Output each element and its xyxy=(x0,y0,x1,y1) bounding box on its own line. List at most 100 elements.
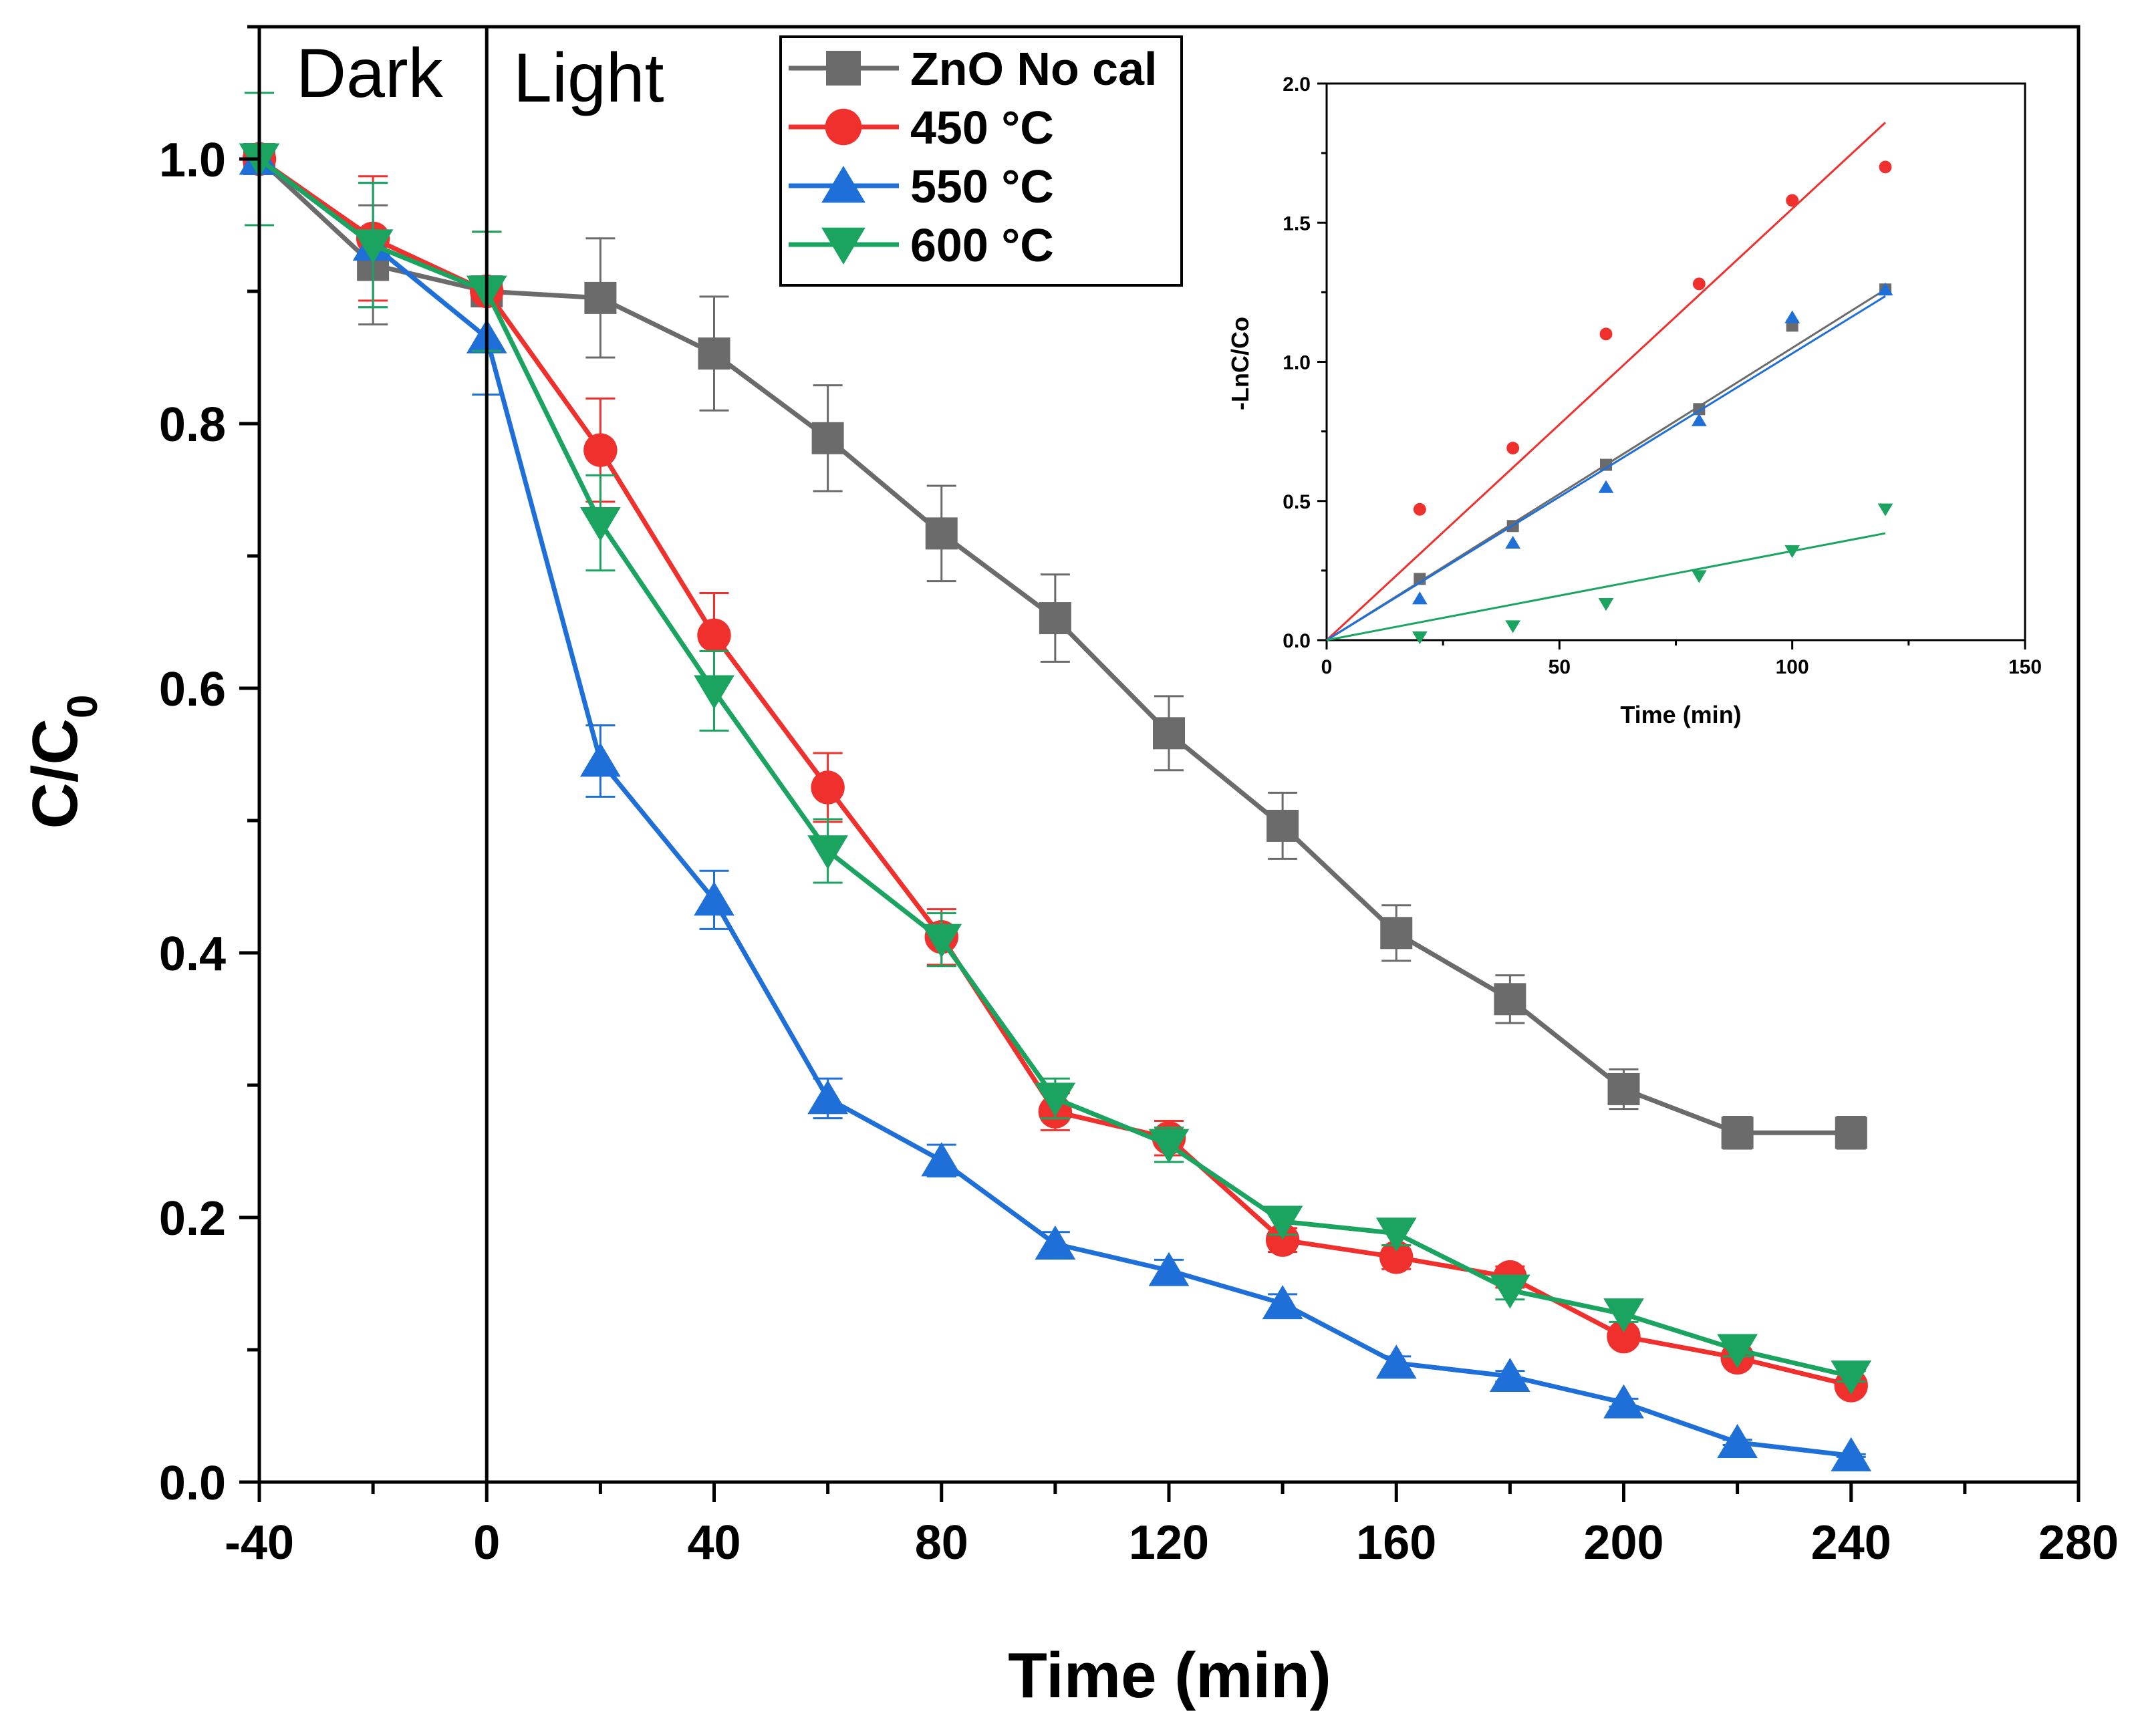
legend-marker xyxy=(821,227,865,265)
main-y-axis-title-main: C/C xyxy=(19,718,91,829)
data-point xyxy=(807,835,848,870)
data-point xyxy=(1607,1072,1640,1105)
inset-x-tick-label: 150 xyxy=(2008,656,2042,678)
data-point xyxy=(1835,1117,1867,1149)
inset-y-tick-label: 2.0 xyxy=(1283,74,1311,96)
inset-data-point xyxy=(1505,620,1521,633)
data-point xyxy=(1721,1117,1754,1149)
data-point xyxy=(925,517,958,550)
fit-line xyxy=(1325,122,1887,641)
data-point xyxy=(1607,1320,1641,1354)
dark-region-label: Dark xyxy=(296,35,444,112)
data-point xyxy=(1379,1240,1414,1274)
main-x-tick-label: 40 xyxy=(687,1516,741,1570)
legend: ZnO No cal 450 °C 550 °C 600 °C xyxy=(779,35,1183,287)
main-y-tick-label: 1.0 xyxy=(159,134,226,187)
inset-plot: 0 50 100 150 0.0 0.5 1.0 1.5 2.0 Time (min) -LnC… xyxy=(1226,74,2042,728)
data-point xyxy=(811,770,845,805)
data-point xyxy=(1717,1424,1758,1459)
main-x-tick-label: 240 xyxy=(1811,1516,1891,1570)
data-point xyxy=(1375,1217,1417,1252)
inset-x-axis-title: Time (min) xyxy=(1620,701,1741,728)
data-point xyxy=(1603,1298,1644,1333)
inset-data-point xyxy=(1691,413,1707,426)
data-point xyxy=(1380,917,1413,950)
main-x-tick-label: 120 xyxy=(1129,1516,1209,1570)
inset-data-point xyxy=(1599,327,1613,341)
data-point xyxy=(1490,1274,1530,1309)
inset-data-point xyxy=(1506,442,1520,455)
main-x-axis-title: Time (min) xyxy=(1008,1640,1331,1711)
data-point xyxy=(921,1142,962,1177)
legend-item: 450 °C xyxy=(789,102,1054,154)
main-y-axis-title: C/C0 xyxy=(19,695,106,829)
inset-y-tick-label: 0.0 xyxy=(1283,630,1311,652)
data-point xyxy=(352,229,394,264)
inset-data-point xyxy=(1598,598,1614,611)
main-plot: -40 0 40 80 120 160 200 240 280 0.0 0.2 0.4 0.6 0.8 1.… xyxy=(19,25,2119,1711)
data-point xyxy=(1265,1223,1300,1257)
data-point xyxy=(698,337,730,370)
data-point xyxy=(1262,1205,1303,1240)
data-point xyxy=(1717,1334,1758,1368)
data-point xyxy=(1153,717,1185,750)
data-point xyxy=(584,281,617,314)
inset-plot-frame xyxy=(1325,82,2026,641)
inset-series-4 xyxy=(1326,503,1893,645)
data-point xyxy=(1039,602,1071,635)
data-point xyxy=(580,507,621,542)
legend-item: ZnO No cal xyxy=(789,43,1157,95)
inset-y-axis-title: -LnC/Co xyxy=(1226,317,1254,410)
inset-data-point xyxy=(1505,535,1521,549)
main-x-tick-label: 160 xyxy=(1356,1516,1436,1570)
data-point xyxy=(1148,1252,1190,1286)
main-x-tick-label: 0 xyxy=(473,1516,500,1570)
main-y-axis-title-sub: 0 xyxy=(58,695,106,719)
light-region-label: Light xyxy=(513,39,664,117)
main-y-tick-label: 0.2 xyxy=(159,1192,226,1246)
data-point xyxy=(583,433,618,467)
inset-x-tick-label: 100 xyxy=(1776,656,1809,678)
series-4 xyxy=(239,92,1872,1395)
main-x-tick-label: 200 xyxy=(1583,1516,1663,1570)
legend-label: 550 °C xyxy=(910,160,1054,212)
inset-data-point xyxy=(1412,591,1428,605)
main-y-tick-label: 0.6 xyxy=(159,663,226,716)
data-point xyxy=(1494,983,1526,1016)
inset-data-point xyxy=(1598,480,1614,493)
main-y-tick-label: 0.0 xyxy=(159,1457,226,1510)
data-point xyxy=(1266,809,1299,842)
legend-marker xyxy=(825,108,862,146)
series-line xyxy=(257,157,1852,1458)
legend-item: 550 °C xyxy=(789,160,1054,212)
fit-line xyxy=(1326,295,1886,641)
series-3 xyxy=(239,92,1872,1471)
inset-y-tick-label: 1.0 xyxy=(1283,352,1311,374)
inset-data-point xyxy=(1786,194,1799,207)
data-point xyxy=(1831,1437,1872,1471)
data-point xyxy=(1035,1082,1076,1117)
inset-series-2 xyxy=(1325,122,1892,641)
data-point xyxy=(580,742,621,777)
data-point xyxy=(1148,1129,1190,1163)
svg-text:C/C0: C/C0 xyxy=(19,695,106,829)
legend-label: 600 °C xyxy=(910,219,1054,271)
inset-data-point xyxy=(1877,503,1893,517)
main-x-tick-label: 280 xyxy=(2038,1516,2119,1570)
legend-label: ZnO No cal xyxy=(910,43,1157,95)
legend-marker xyxy=(826,51,861,86)
legend-marker xyxy=(821,166,865,203)
main-y-tick-label: 0.8 xyxy=(159,398,226,452)
inset-x-tick-label: 50 xyxy=(1549,656,1571,678)
legend-label: 450 °C xyxy=(910,102,1054,154)
data-point xyxy=(1035,1225,1076,1260)
inset-data-point xyxy=(1413,502,1426,516)
data-point xyxy=(694,881,734,916)
data-point xyxy=(1831,1360,1872,1395)
inset-data-point xyxy=(1784,310,1800,323)
main-y-tick-label: 0.4 xyxy=(159,927,226,981)
inset-data-point xyxy=(1877,282,1893,296)
data-point xyxy=(1603,1384,1644,1419)
main-x-tick-label: -40 xyxy=(225,1516,294,1570)
